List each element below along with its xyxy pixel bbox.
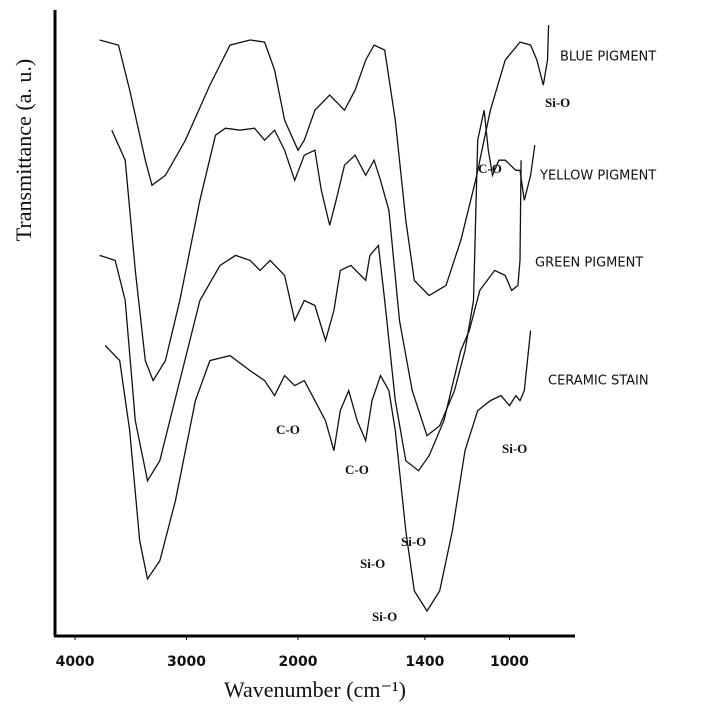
x-tick-label: 2000 [279, 654, 318, 670]
series-label: YELLOW PIGMENT [539, 169, 656, 184]
annotation: C-O [345, 462, 369, 477]
series-label: GREEN PIGMENT [535, 256, 643, 271]
x-tick-label: 4000 [56, 654, 95, 670]
annotation: C-O [478, 161, 502, 176]
spectrum-line [104, 330, 532, 613]
spectrum-line [111, 110, 536, 437]
annotation: Si-O [372, 609, 397, 624]
series-label: CERAMIC STAIN [548, 374, 649, 389]
x-tick-label: 1400 [405, 654, 444, 670]
annotation: Si-O [360, 556, 385, 571]
annotation: Si-O [502, 441, 527, 456]
annotation: C-O [276, 422, 300, 437]
x-axis-label: Wavenumber (cm⁻¹) [224, 677, 406, 702]
annotation: Si-O [545, 95, 570, 110]
spectrum-line [99, 160, 522, 483]
spectrum-line [99, 24, 550, 297]
annotation: Si-O [401, 534, 426, 549]
series-label: BLUE PIGMENT [560, 50, 656, 65]
x-tick-label: 1000 [490, 654, 529, 670]
y-axis-label: Transmittance (a. u.) [11, 59, 36, 241]
x-tick-label: 3000 [167, 654, 206, 670]
